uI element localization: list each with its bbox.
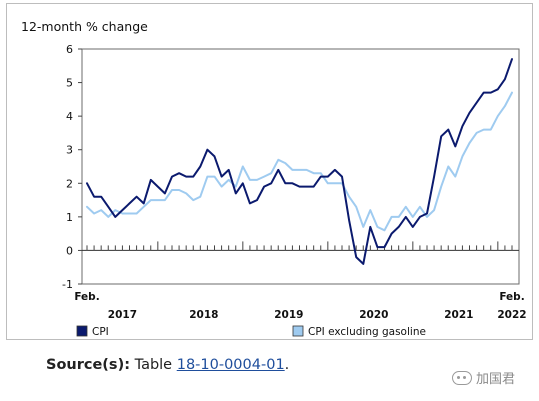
legend-label: CPI excluding gasoline bbox=[308, 326, 426, 338]
source-text: Table bbox=[134, 357, 173, 373]
y-tick-label: 2 bbox=[66, 177, 73, 190]
line-chart: -1 0 1 2 3 4 5 6 Feb. Feb. 2017 2018 2019 2020 2021 20… bbox=[62, 43, 527, 338]
y-tick-label: 1 bbox=[66, 211, 73, 224]
y-axis-title: 12-month % change bbox=[21, 19, 148, 34]
x-year-label: 2020 bbox=[359, 309, 388, 321]
plot-area bbox=[81, 48, 520, 285]
y-tick-label: 6 bbox=[66, 43, 73, 56]
legend-swatch bbox=[292, 325, 304, 337]
x-year-label: 2019 bbox=[274, 309, 303, 321]
source-table-link[interactable]: 18-10-0004-01 bbox=[176, 357, 285, 373]
series-line bbox=[86, 58, 513, 265]
legend-swatch bbox=[76, 325, 88, 337]
x-end-month-label: Feb. bbox=[499, 291, 524, 303]
watermark: 加国君 bbox=[452, 368, 515, 387]
y-tick-label: 0 bbox=[66, 244, 73, 257]
x-year-label: 2018 bbox=[189, 309, 218, 321]
y-tick-label: 3 bbox=[66, 144, 73, 157]
source-line: Source(s): Table 18-10-0004-01. bbox=[46, 357, 289, 373]
x-year-label: 2021 bbox=[444, 309, 473, 321]
y-tick-label: -1 bbox=[62, 278, 73, 291]
y-tick-label: 5 bbox=[66, 77, 73, 90]
series-line bbox=[86, 91, 513, 232]
source-period: . bbox=[284, 357, 290, 373]
chart-frame: 12-month % change -1 0 1 2 3 4 5 6 Feb. Feb. 2017… bbox=[6, 3, 533, 340]
y-tick-label: 4 bbox=[66, 110, 73, 123]
x-year-label: 2017 bbox=[108, 309, 137, 321]
x-start-month-label: Feb. bbox=[74, 291, 99, 303]
source-label: Source(s): bbox=[46, 357, 130, 373]
x-year-label: 2022 bbox=[497, 309, 526, 321]
legend-label: CPI bbox=[92, 326, 109, 338]
watermark-text: 加国君 bbox=[476, 372, 516, 387]
wechat-icon bbox=[452, 370, 472, 385]
